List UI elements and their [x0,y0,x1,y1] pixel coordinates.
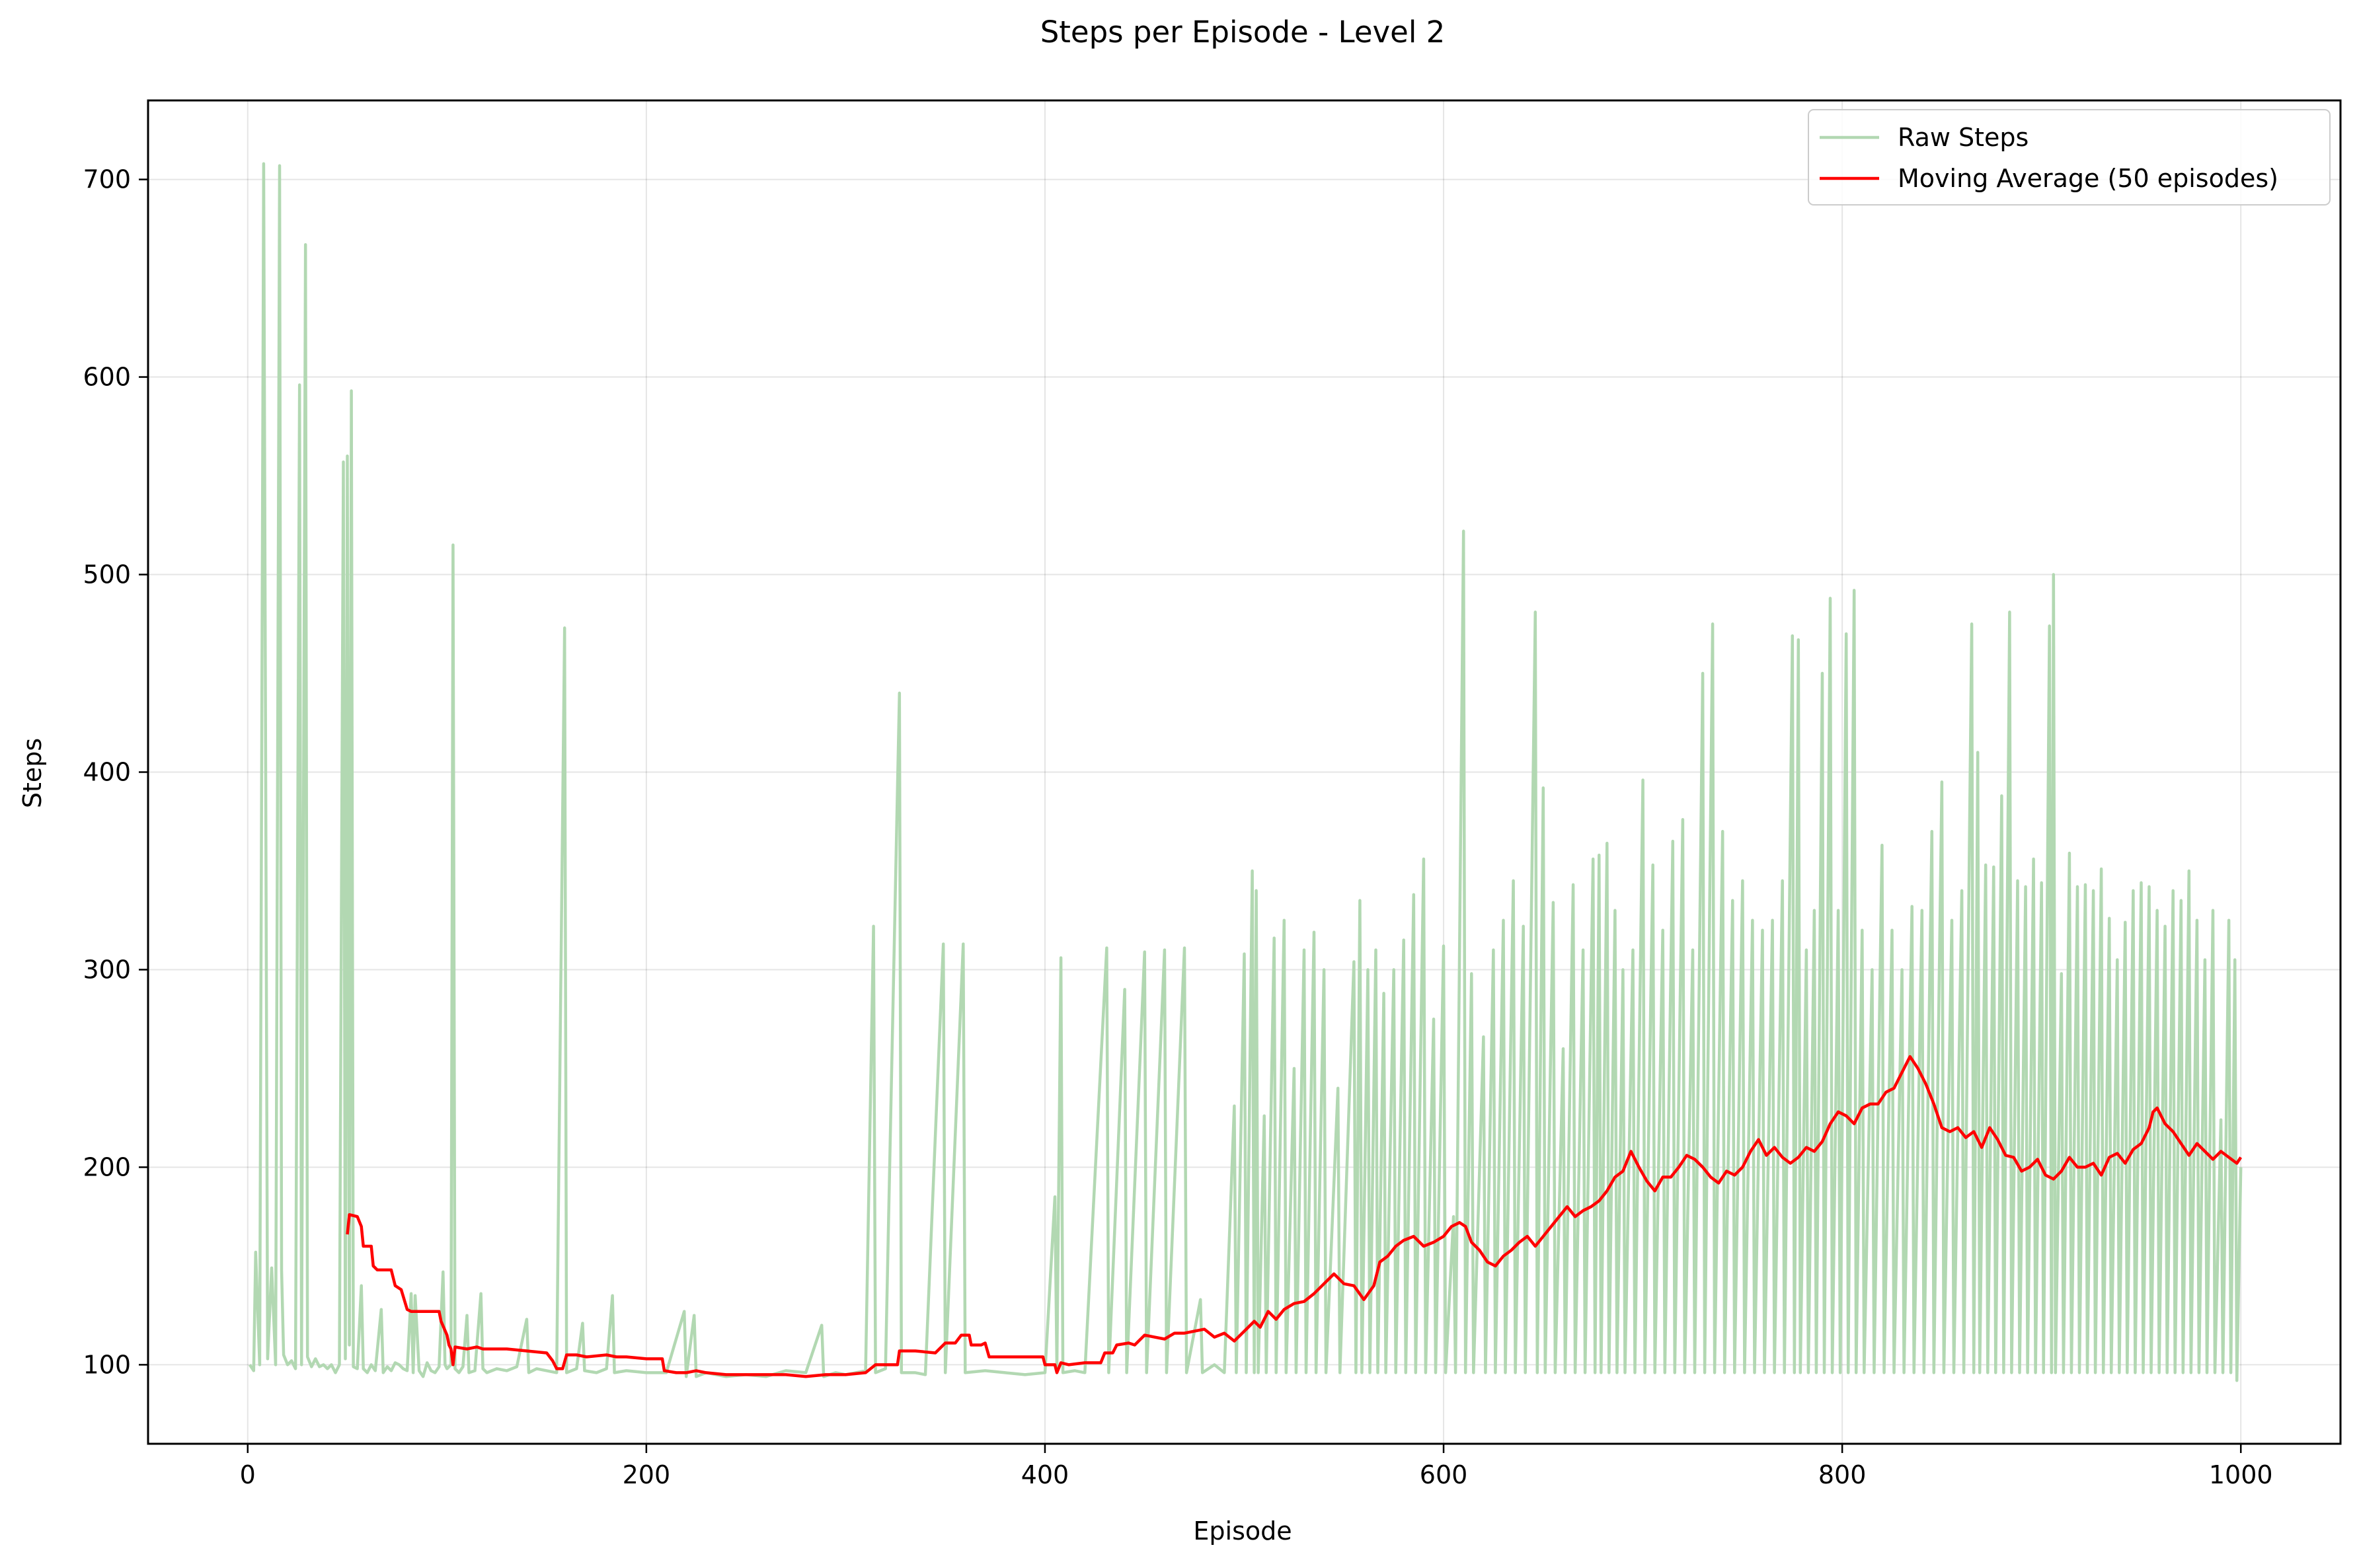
y-tick-label: 200 [83,1152,131,1181]
chart-title: Steps per Episode - Level 2 [1040,15,1446,50]
axis-ticks: 0 200 400 600 800 1000 100 200 300 400 500 600 700 [83,165,2272,1489]
raw-steps-line [248,162,2243,1382]
legend-moving-average-label: Moving Average (50 episodes) [1898,164,2278,193]
x-tick-label: 400 [1021,1460,1069,1489]
y-tick-label: 600 [83,363,131,392]
x-axis-label: Episode [1193,1516,1292,1546]
moving-average-series [346,1055,2243,1378]
y-axis-label: Steps [18,738,47,808]
y-tick-label: 300 [83,955,131,984]
y-tick-label: 700 [83,165,131,194]
legend-box [1808,109,2331,205]
legend-raw-steps-label: Raw Steps [1898,123,2029,152]
x-tick-label: 200 [623,1460,671,1489]
raw-steps-series [248,162,2243,1382]
moving-average-line [346,1055,2243,1378]
y-tick-label: 500 [83,560,131,589]
y-tick-label: 100 [83,1350,131,1379]
x-tick-label: 800 [1818,1460,1867,1489]
legend: Raw Steps Moving Average (50 episodes) [1808,109,2331,205]
x-tick-label: 1000 [2209,1460,2273,1489]
y-tick-label: 400 [83,758,131,787]
x-tick-label: 600 [1420,1460,1468,1489]
x-tick-label: 0 [240,1460,256,1489]
